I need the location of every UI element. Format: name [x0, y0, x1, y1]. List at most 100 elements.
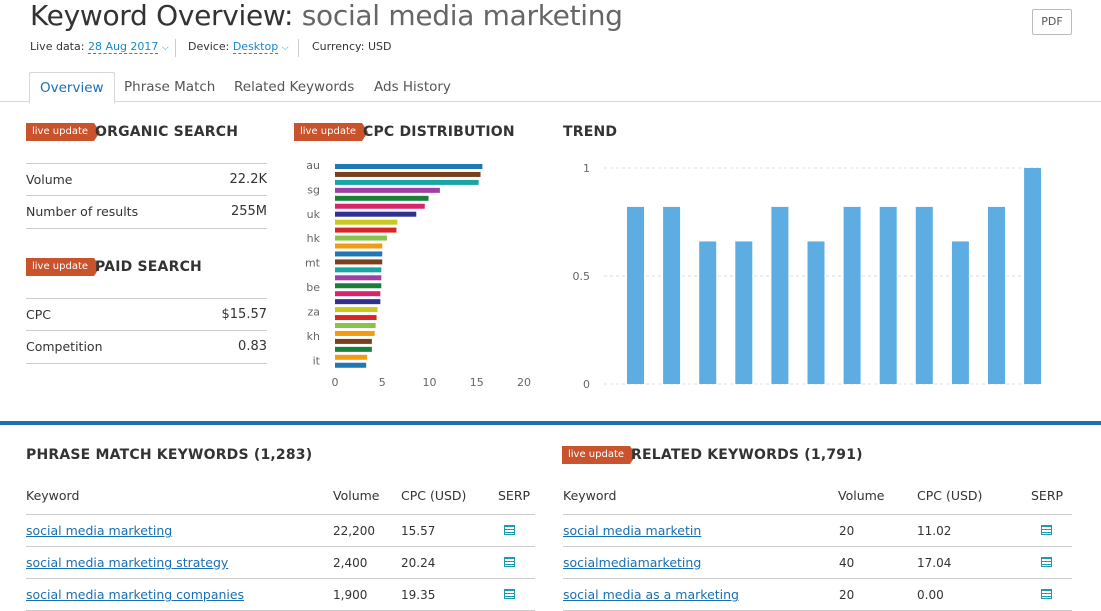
cpc-bar: [335, 211, 417, 217]
paid-search-heading: PAID SEARCH: [95, 259, 202, 275]
pdf-button[interactable]: PDF: [1032, 9, 1072, 35]
trend-bar: [843, 206, 861, 384]
device: Device: Desktop ⌵: [188, 40, 289, 54]
related-keyword-link[interactable]: social media marketin: [563, 523, 702, 538]
paid-competition-row: Competition 0.83: [26, 330, 267, 364]
phrase-keyword-link[interactable]: social media marketing companies: [26, 587, 245, 602]
col-keyword[interactable]: Keyword: [563, 488, 617, 503]
related-cpc: 0.00: [917, 588, 944, 602]
col-cpc[interactable]: CPC (USD): [401, 488, 467, 503]
cpc-y-label: be: [306, 281, 320, 294]
cpc-y-label: hk: [307, 232, 321, 245]
chevron-down-icon[interactable]: ⌵: [281, 43, 289, 53]
cpc-x-tick: 15: [470, 376, 484, 389]
paid-cpc-value: $15.57: [221, 307, 268, 322]
trend-bar: [735, 241, 753, 384]
cpc-bar: [335, 243, 383, 249]
paid-cpc-label: CPC: [26, 307, 51, 322]
cpc-y-label: mt: [305, 257, 321, 270]
cpc-distribution-chart: au sg uk hk mt be za kh it 0 5 10 15 20: [305, 159, 531, 389]
col-serp: SERP: [498, 488, 531, 503]
tab-phrase-match[interactable]: Phrase Match: [124, 79, 216, 95]
organic-search-heading: ORGANIC SEARCH: [95, 124, 239, 140]
table-divider: [26, 546, 535, 547]
table-divider: [26, 514, 535, 515]
phrase-volume: 1,900: [333, 588, 368, 602]
table-divider: [563, 546, 1072, 547]
cpc-bar: [335, 323, 376, 328]
live-update-badge: live update: [26, 123, 101, 141]
col-keyword[interactable]: Keyword: [26, 488, 80, 503]
related-cpc: 17.04: [917, 556, 952, 570]
organic-results-label: Number of results: [26, 204, 139, 219]
cpc-bar: [335, 315, 377, 321]
cpc-distribution-heading: CPC DISTRIBUTION: [363, 124, 515, 140]
trend-bar: [807, 241, 825, 384]
cpc-y-label: au: [306, 159, 320, 172]
phrase-volume: 22,200: [333, 524, 375, 538]
tab-overview[interactable]: Overview: [29, 72, 115, 104]
serp-icon[interactable]: [504, 525, 515, 535]
trend-bar: [951, 241, 969, 384]
cpc-bar: [335, 164, 483, 169]
cpc-bar: [335, 299, 381, 305]
cpc-x-tick: 20: [517, 376, 531, 389]
cpc-bar: [335, 203, 425, 209]
trend-bar: [771, 206, 789, 384]
serp-icon[interactable]: [504, 557, 515, 567]
tab-ads-history[interactable]: Ads History: [374, 79, 451, 95]
page-title-prefix: Keyword Overview:: [30, 0, 294, 32]
cpc-bar: [335, 195, 429, 201]
cpc-y-label: za: [307, 305, 320, 318]
cpc-bar: [335, 291, 381, 297]
cpc-y-label: uk: [307, 208, 321, 221]
cpc-x-tick: 5: [379, 376, 386, 389]
related-keyword-link[interactable]: socialmediamarketing: [563, 555, 702, 570]
device-dropdown[interactable]: Desktop: [232, 40, 279, 54]
cpc-x-tick: 10: [423, 376, 437, 389]
meta-divider: [298, 39, 299, 57]
cpc-bar: [335, 307, 378, 313]
col-volume[interactable]: Volume: [838, 488, 885, 503]
tab-related-keywords[interactable]: Related Keywords: [234, 79, 355, 95]
organic-volume-value: 22.2K: [229, 172, 267, 187]
col-volume[interactable]: Volume: [333, 488, 380, 503]
live-update-badge: live update: [562, 446, 637, 464]
cpc-bar: [335, 354, 368, 360]
organic-results-row: Number of results 255M: [26, 195, 267, 229]
cpc-bar: [335, 330, 375, 336]
serp-icon[interactable]: [1041, 525, 1052, 535]
related-keyword-link[interactable]: social media as a marketing: [563, 587, 739, 602]
table-divider: [563, 578, 1072, 579]
organic-volume-row: Volume 22.2K: [26, 163, 267, 196]
cpc-bar: [335, 259, 383, 265]
trend-bar: [663, 206, 681, 384]
live-update-badge: live update: [294, 123, 369, 141]
cpc-bar: [335, 283, 382, 289]
cpc-y-label: kh: [307, 330, 320, 343]
trend-bar: [988, 206, 1005, 384]
live-data-date-dropdown[interactable]: 28 Aug 2017: [87, 40, 159, 54]
cpc-bar: [335, 179, 479, 185]
serp-icon[interactable]: [1041, 589, 1052, 599]
organic-volume-label: Volume: [26, 172, 73, 187]
phrase-keyword-link[interactable]: social media marketing: [26, 523, 173, 538]
trend-y-tick: 0.5: [573, 270, 591, 283]
paid-cpc-row: CPC $15.57: [26, 298, 267, 331]
cpc-bar: [335, 235, 387, 241]
trend-bar: [879, 206, 897, 384]
serp-icon[interactable]: [504, 589, 515, 599]
trend-y-tick: 0: [583, 378, 590, 391]
page-title: Keyword Overview: social media marketing: [30, 0, 623, 32]
cpc-bar: [335, 219, 398, 225]
col-cpc[interactable]: CPC (USD): [917, 488, 983, 503]
phrase-keyword-link[interactable]: social media marketing strategy: [26, 555, 229, 570]
phrase-cpc: 20.24: [401, 556, 436, 570]
serp-icon[interactable]: [1041, 557, 1052, 567]
phrase-cpc: 15.57: [401, 524, 436, 538]
cpc-bar: [335, 171, 481, 177]
chevron-down-icon[interactable]: ⌵: [161, 43, 169, 53]
trend-bar: [915, 206, 933, 384]
live-update-badge: live update: [26, 258, 101, 276]
related-volume: 20: [839, 524, 855, 538]
